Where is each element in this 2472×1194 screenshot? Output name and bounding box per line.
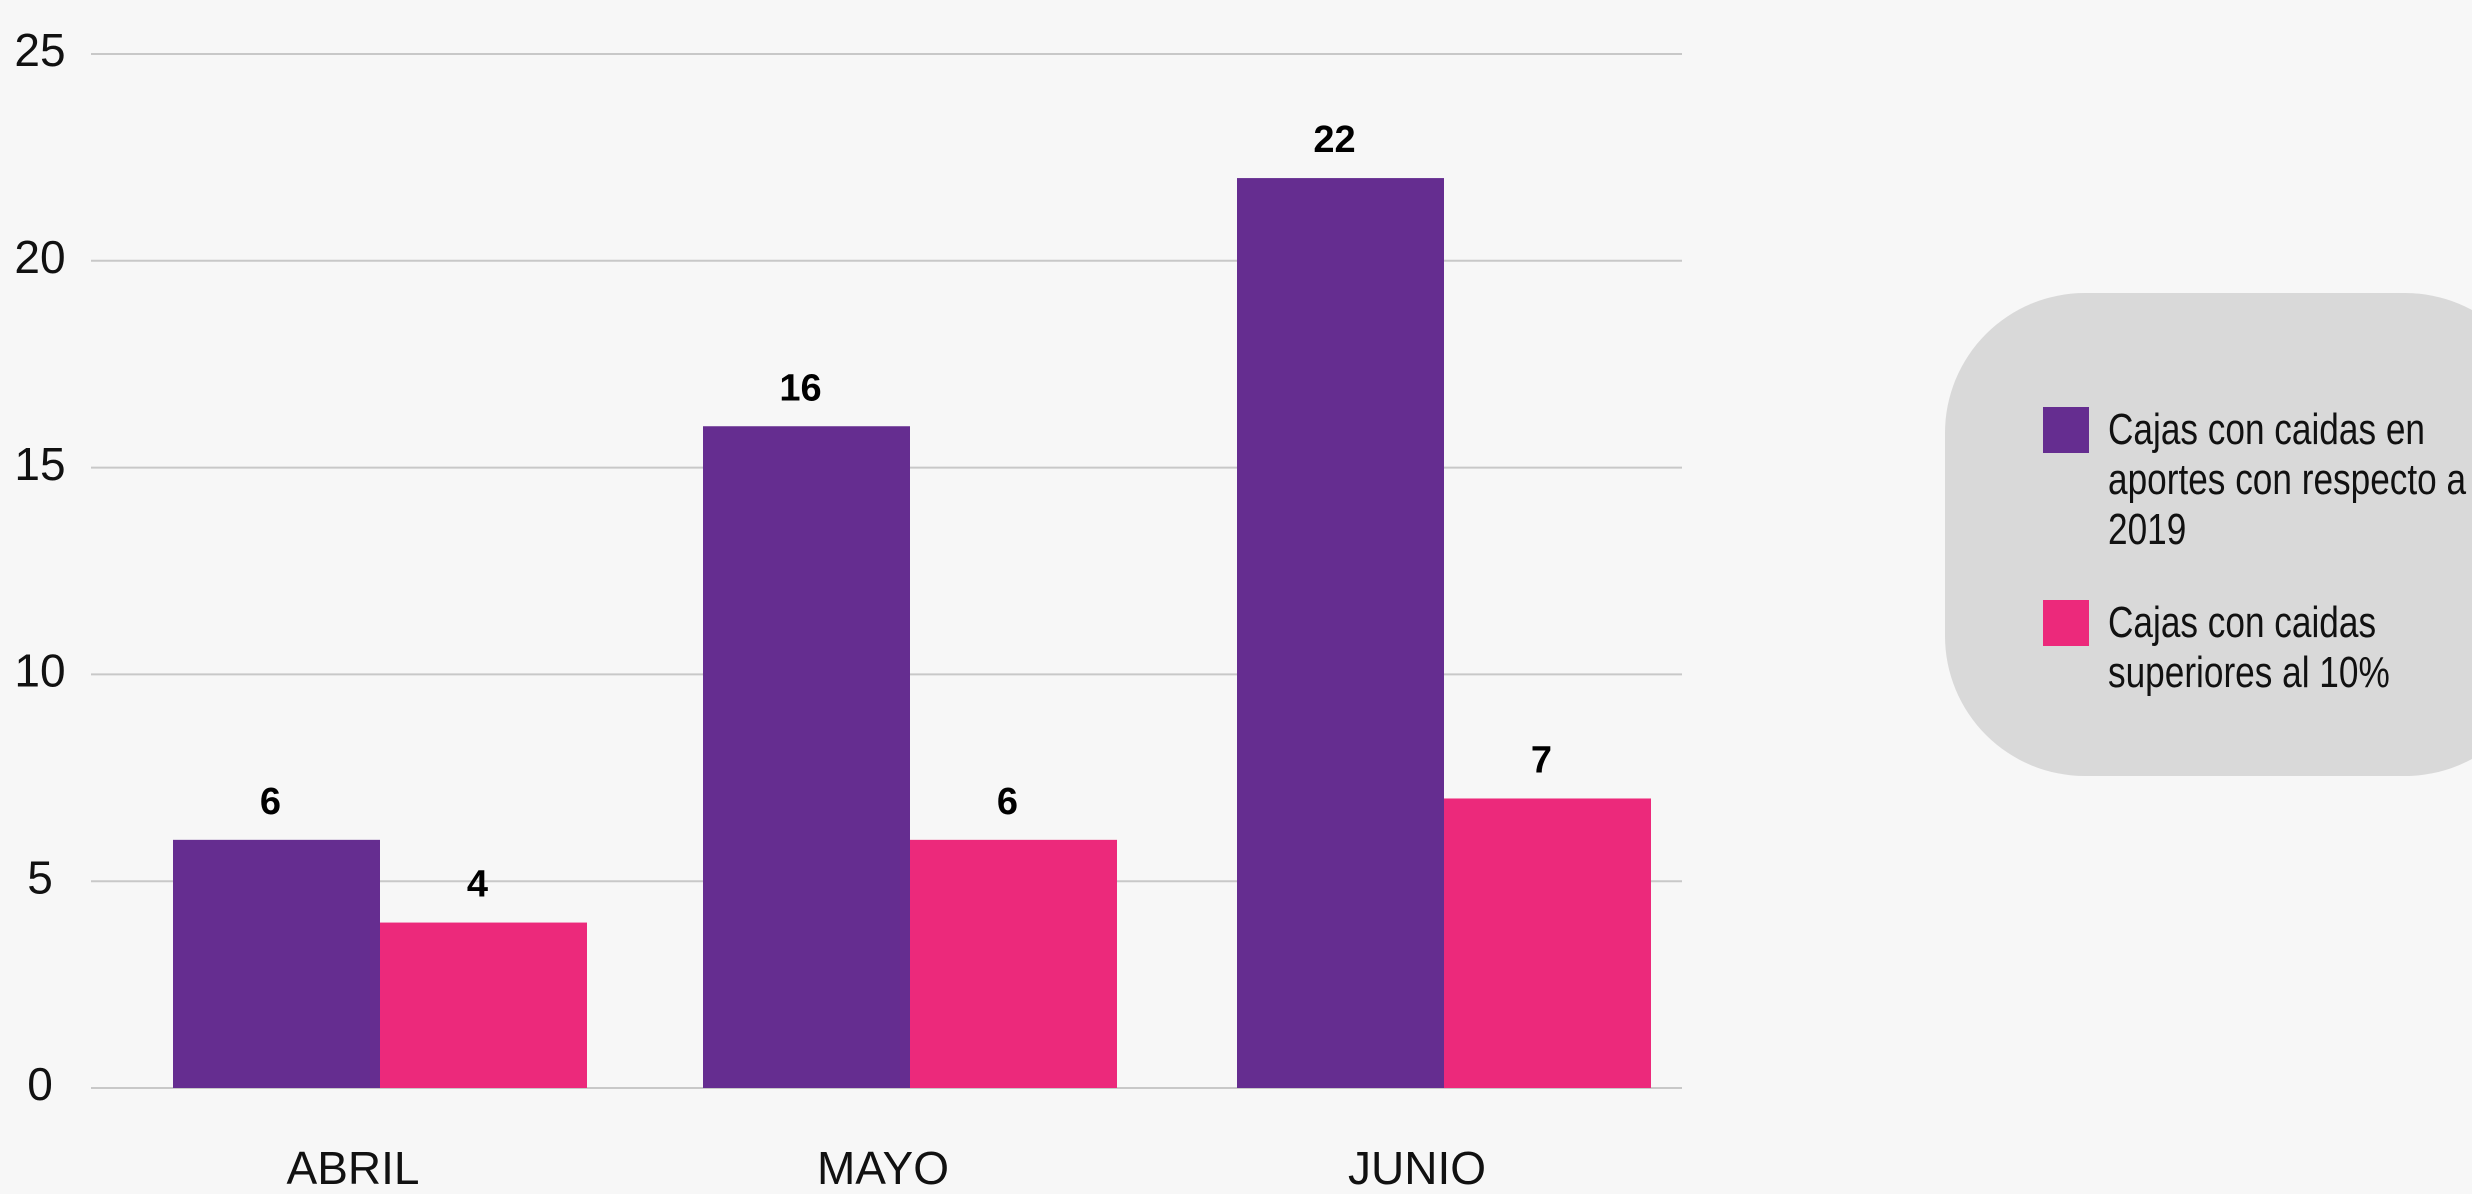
y-tick-label: 0 xyxy=(27,1058,53,1110)
legend-label: Cajas con caidas superiores al 10% xyxy=(2108,598,2390,697)
legend-swatch xyxy=(2043,407,2089,453)
bar xyxy=(173,839,380,1088)
x-tick-label: MAYO xyxy=(817,1142,949,1194)
legend xyxy=(1945,293,2472,776)
data-label: 6 xyxy=(997,781,1018,823)
bar xyxy=(910,839,1117,1088)
x-tick-label: ABRIL xyxy=(287,1142,420,1194)
legend-swatch xyxy=(2043,600,2089,646)
y-tick-label: 20 xyxy=(14,231,65,283)
bar xyxy=(703,426,910,1088)
y-tick-label: 25 xyxy=(14,24,65,76)
legend-item: Cajas con caidas en aportes con respecto… xyxy=(2043,405,2472,555)
data-label: 16 xyxy=(779,367,821,409)
bar xyxy=(380,922,587,1088)
y-tick-label: 5 xyxy=(27,851,53,903)
y-tick-label: 10 xyxy=(14,645,65,697)
legend-label: Cajas con caidas en aportes con respecto… xyxy=(2108,405,2467,554)
data-label: 6 xyxy=(260,781,281,823)
data-label: 7 xyxy=(1531,740,1552,782)
bar xyxy=(1237,178,1444,1088)
y-tick-label: 15 xyxy=(14,438,65,490)
data-label: 4 xyxy=(467,864,488,906)
data-label: 22 xyxy=(1313,119,1355,161)
legend-item: Cajas con caidas superiores al 10% xyxy=(2043,598,2472,698)
x-tick-label: JUNIO xyxy=(1348,1142,1486,1194)
bar xyxy=(1444,798,1651,1088)
